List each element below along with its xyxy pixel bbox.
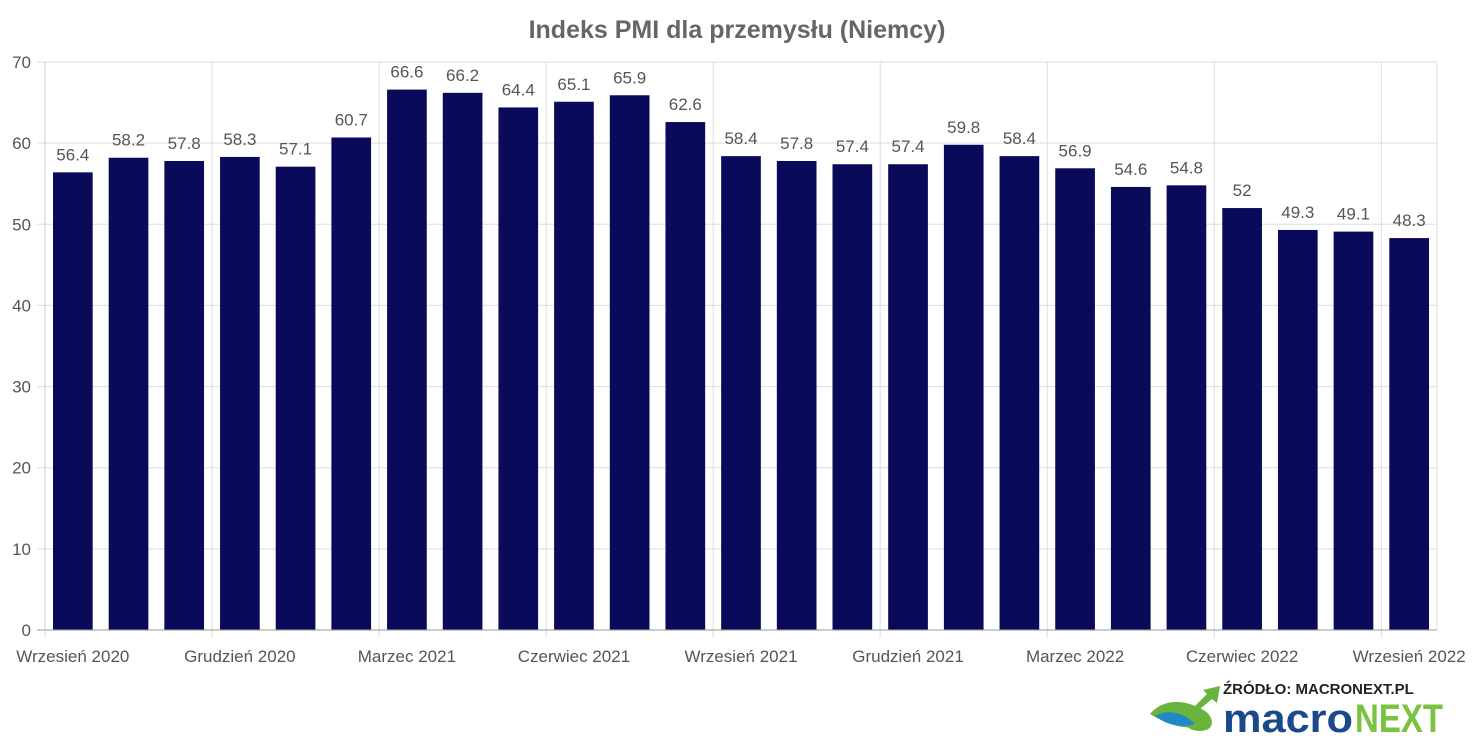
data-label: 49.3 xyxy=(1281,203,1314,222)
bar xyxy=(721,156,761,630)
y-tick-label: 60 xyxy=(12,134,31,153)
bar xyxy=(164,160,205,630)
bar xyxy=(609,95,650,631)
data-label: 54.6 xyxy=(1114,160,1147,179)
bar xyxy=(888,164,928,631)
data-label: 57.8 xyxy=(780,134,813,153)
bar xyxy=(331,137,372,630)
x-tick-label: Marzec 2021 xyxy=(358,647,456,666)
x-tick-label: Wrzesień 2020 xyxy=(16,647,129,666)
source-label: ŹRÓDŁO: MACRONEXT.PL xyxy=(1223,680,1414,698)
data-label: 58.4 xyxy=(1003,129,1036,148)
data-label: 64.4 xyxy=(502,80,535,99)
data-label: 58.2 xyxy=(112,131,145,150)
bar xyxy=(53,172,93,630)
bar xyxy=(387,89,427,631)
bar xyxy=(1389,238,1429,630)
bar xyxy=(832,164,873,631)
bar xyxy=(554,101,594,630)
bar xyxy=(275,166,316,630)
bar xyxy=(1055,168,1095,630)
data-label: 60.7 xyxy=(335,110,368,129)
bar xyxy=(665,122,706,630)
x-tick-label: Wrzesień 2021 xyxy=(684,647,797,666)
data-label: 56.4 xyxy=(56,145,89,164)
y-tick-label: 0 xyxy=(22,621,31,640)
chart-title: Indeks PMI dla przemysłu (Niemcy) xyxy=(529,16,946,44)
data-label: 58.3 xyxy=(223,130,256,149)
data-label: 65.1 xyxy=(557,75,590,94)
data-label: 52 xyxy=(1233,181,1252,200)
bar xyxy=(442,92,483,630)
bar xyxy=(1277,229,1318,631)
bar xyxy=(498,107,539,630)
bar xyxy=(1333,231,1374,631)
y-tick-label: 30 xyxy=(12,378,31,397)
data-label: 62.6 xyxy=(669,95,702,114)
data-label: 49.1 xyxy=(1337,205,1370,224)
data-label: 48.3 xyxy=(1393,211,1426,230)
y-tick-label: 20 xyxy=(12,459,31,478)
x-tick-label: Grudzień 2021 xyxy=(852,647,964,666)
bar xyxy=(220,156,260,631)
y-tick-label: 40 xyxy=(12,296,31,315)
data-label: 58.4 xyxy=(724,129,757,148)
y-tick-label: 70 xyxy=(12,53,31,72)
bar xyxy=(1222,208,1262,631)
y-tick-label: 50 xyxy=(12,215,31,234)
x-tick-label: Grudzień 2020 xyxy=(184,647,296,666)
data-label: 57.4 xyxy=(891,137,924,156)
bar xyxy=(1166,185,1207,630)
data-label: 66.6 xyxy=(390,63,423,82)
bar-chart: Indeks PMI dla przemysłu (Niemcy) 56.4 58… xyxy=(12,16,1466,666)
swirl-logo-icon xyxy=(1155,712,1195,726)
data-label: 56.9 xyxy=(1059,141,1092,160)
bar xyxy=(1110,186,1151,630)
macronext-logo: ŹRÓDŁO: MACRONEXT.PL macro NEXT xyxy=(1150,680,1443,736)
x-tick-label: Marzec 2022 xyxy=(1026,647,1124,666)
data-label: 57.8 xyxy=(168,134,201,153)
data-label: 66.2 xyxy=(446,66,479,85)
x-tick-label: Czerwiec 2021 xyxy=(518,647,630,666)
x-tick-label: Czerwiec 2022 xyxy=(1186,647,1298,666)
data-label: 59.8 xyxy=(947,118,980,137)
brand-next: NEXT xyxy=(1355,697,1443,736)
brand-macro: macro xyxy=(1223,697,1353,736)
bar xyxy=(999,156,1040,630)
y-tick-label: 10 xyxy=(12,540,31,559)
bar xyxy=(108,157,149,630)
data-label: 57.1 xyxy=(279,140,312,159)
bar xyxy=(776,160,817,630)
data-label: 54.8 xyxy=(1170,158,1203,177)
data-label: 65.9 xyxy=(613,68,646,87)
bar xyxy=(943,144,984,630)
data-label: 57.4 xyxy=(836,137,869,156)
x-tick-label: Wrzesień 2022 xyxy=(1353,647,1466,666)
